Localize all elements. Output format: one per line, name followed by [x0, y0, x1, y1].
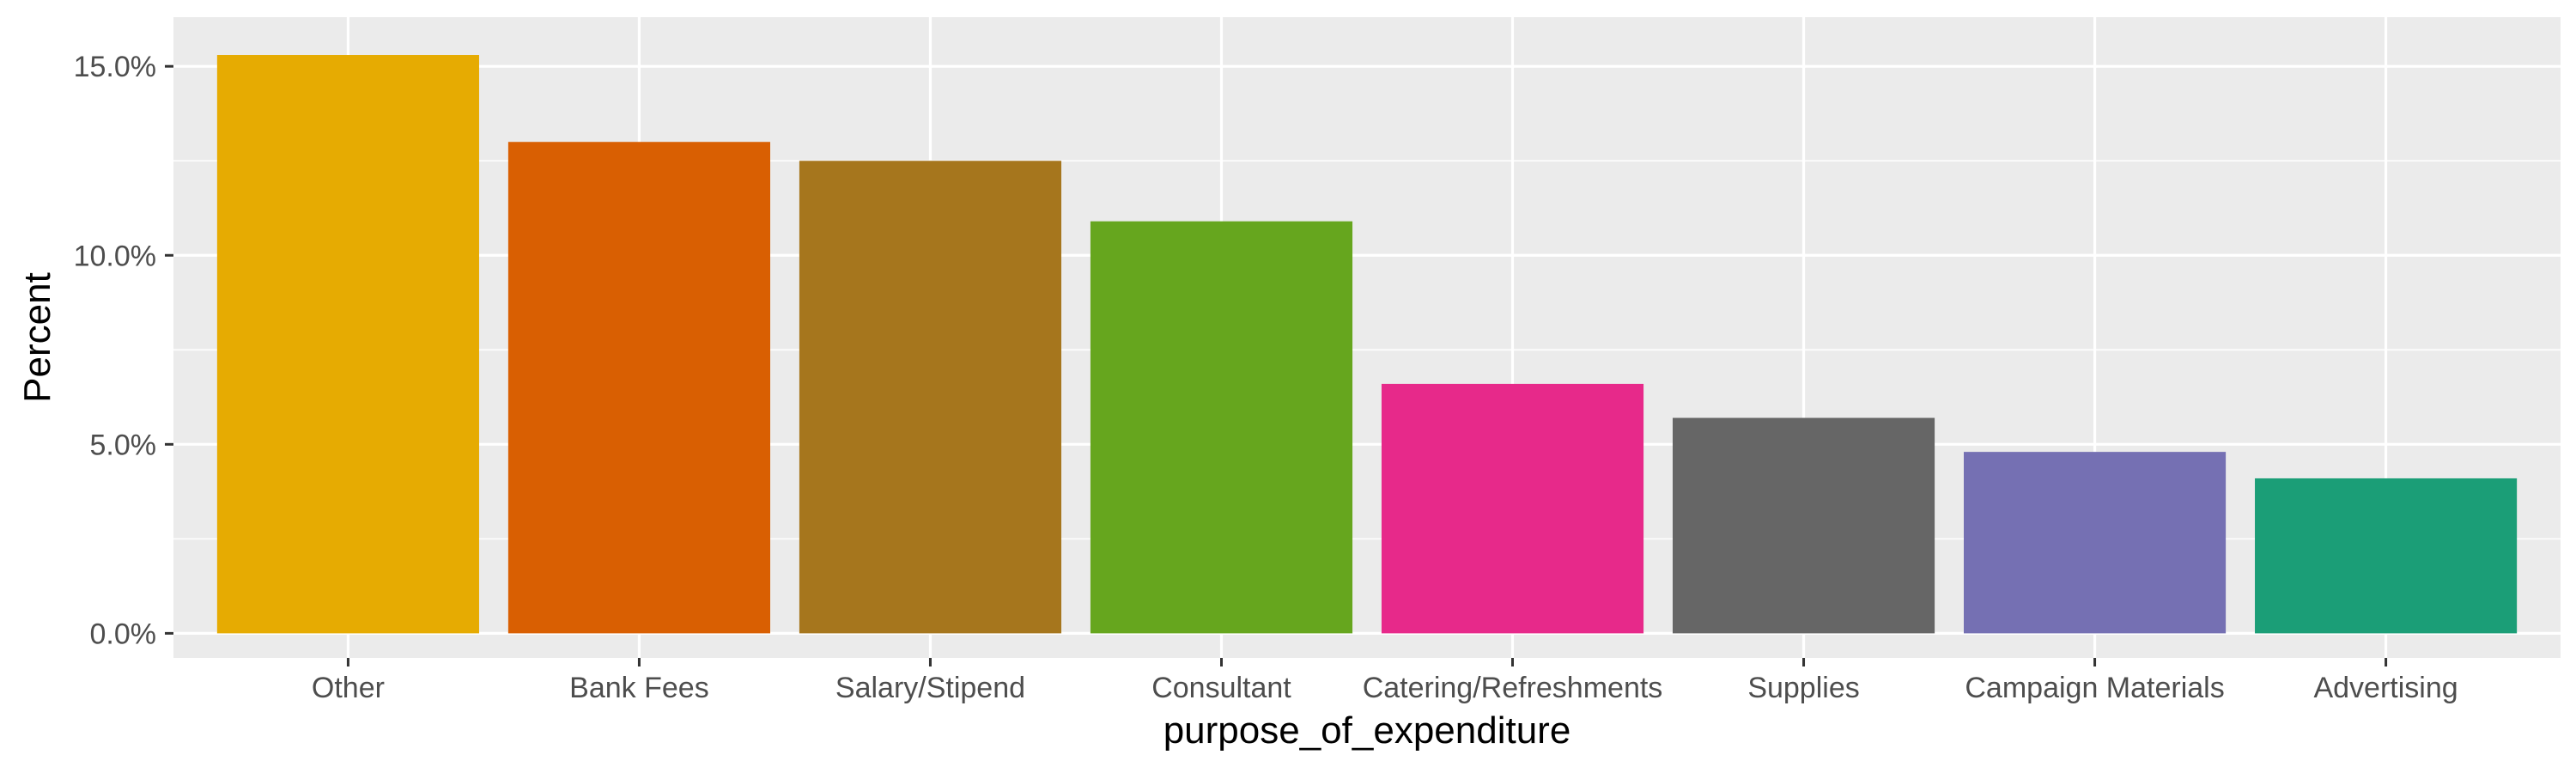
y-tick-label: 15.0%: [74, 51, 156, 83]
bar-advertising: [2255, 478, 2518, 634]
y-axis-title: Percent: [16, 272, 58, 403]
bar-consultant: [1090, 221, 1353, 634]
x-tick-label: Advertising: [2313, 672, 2458, 704]
bar-bank-fees: [507, 142, 770, 634]
y-tick-label: 0.0%: [90, 618, 157, 650]
x-tick-label: Other: [312, 672, 385, 704]
bar-catering-refreshments: [1381, 383, 1644, 634]
bar-campaign-materials: [1964, 452, 2227, 634]
bar-other: [216, 55, 479, 634]
bar-salary-stipend: [799, 161, 1062, 634]
y-tick-label: 5.0%: [90, 429, 157, 461]
y-tick-label: 10.0%: [74, 240, 156, 272]
x-axis-title: purpose_of_expenditure: [1163, 709, 1571, 752]
bar-supplies: [1672, 417, 1935, 634]
x-axis: Other Bank Fees Salary/Stipend Consultant Ca…: [312, 658, 2458, 704]
x-tick-label: Supplies: [1747, 672, 1859, 704]
y-axis: 0.0% 5.0% 10.0% 15.0%: [74, 51, 173, 650]
x-tick-label: Campaign Materials: [1965, 672, 2224, 704]
x-tick-label: Salary/Stipend: [835, 672, 1025, 704]
x-tick-label: Consultant: [1151, 672, 1291, 704]
bars: [216, 55, 2518, 634]
x-tick-label: Catering/Refreshments: [1363, 672, 1663, 704]
x-tick-label: Bank Fees: [569, 672, 709, 704]
